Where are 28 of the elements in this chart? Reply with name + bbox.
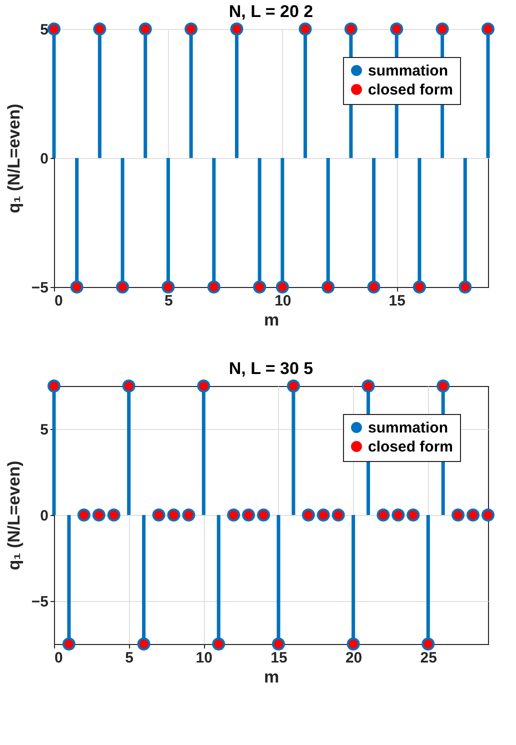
x-tick-label: 5 <box>125 650 134 666</box>
y-tick-label: −5 <box>31 280 48 296</box>
x-tick-label: 15 <box>388 292 406 310</box>
y-tick-label: 0 <box>40 150 48 168</box>
chart-title: N, L = 30 5 <box>228 358 314 378</box>
legend-label: closed form <box>368 438 454 456</box>
y-tick-label: 5 <box>40 22 48 38</box>
y-axis-title: q₁ (N/L=even) <box>4 460 24 570</box>
y-tick-label: −5 <box>31 594 48 610</box>
x-tick-label: 0 <box>54 650 63 666</box>
y-tick-label: 0 <box>40 508 48 524</box>
x-tick-label: 10 <box>196 650 212 666</box>
point <box>272 638 285 650</box>
legend-label: closed form <box>368 82 454 98</box>
x-tick-label: 0 <box>54 292 63 310</box>
legend-label: summation <box>368 420 448 436</box>
x-axis-title: m <box>264 668 280 686</box>
x-axis-title: m <box>264 310 280 330</box>
chart-title: N, L = 20 2 <box>228 2 314 21</box>
y-axis-title: q₁ (N/L=even) <box>4 104 24 214</box>
x-tick-label: 5 <box>164 292 173 310</box>
x-tick-label: 15 <box>270 650 288 666</box>
point <box>257 508 270 522</box>
x-tick-label: 20 <box>345 650 362 666</box>
legend-label: summation <box>368 62 448 80</box>
x-tick-label: 10 <box>274 292 292 310</box>
y-tick-label: 5 <box>40 422 48 438</box>
x-tick-label: 25 <box>420 650 437 666</box>
